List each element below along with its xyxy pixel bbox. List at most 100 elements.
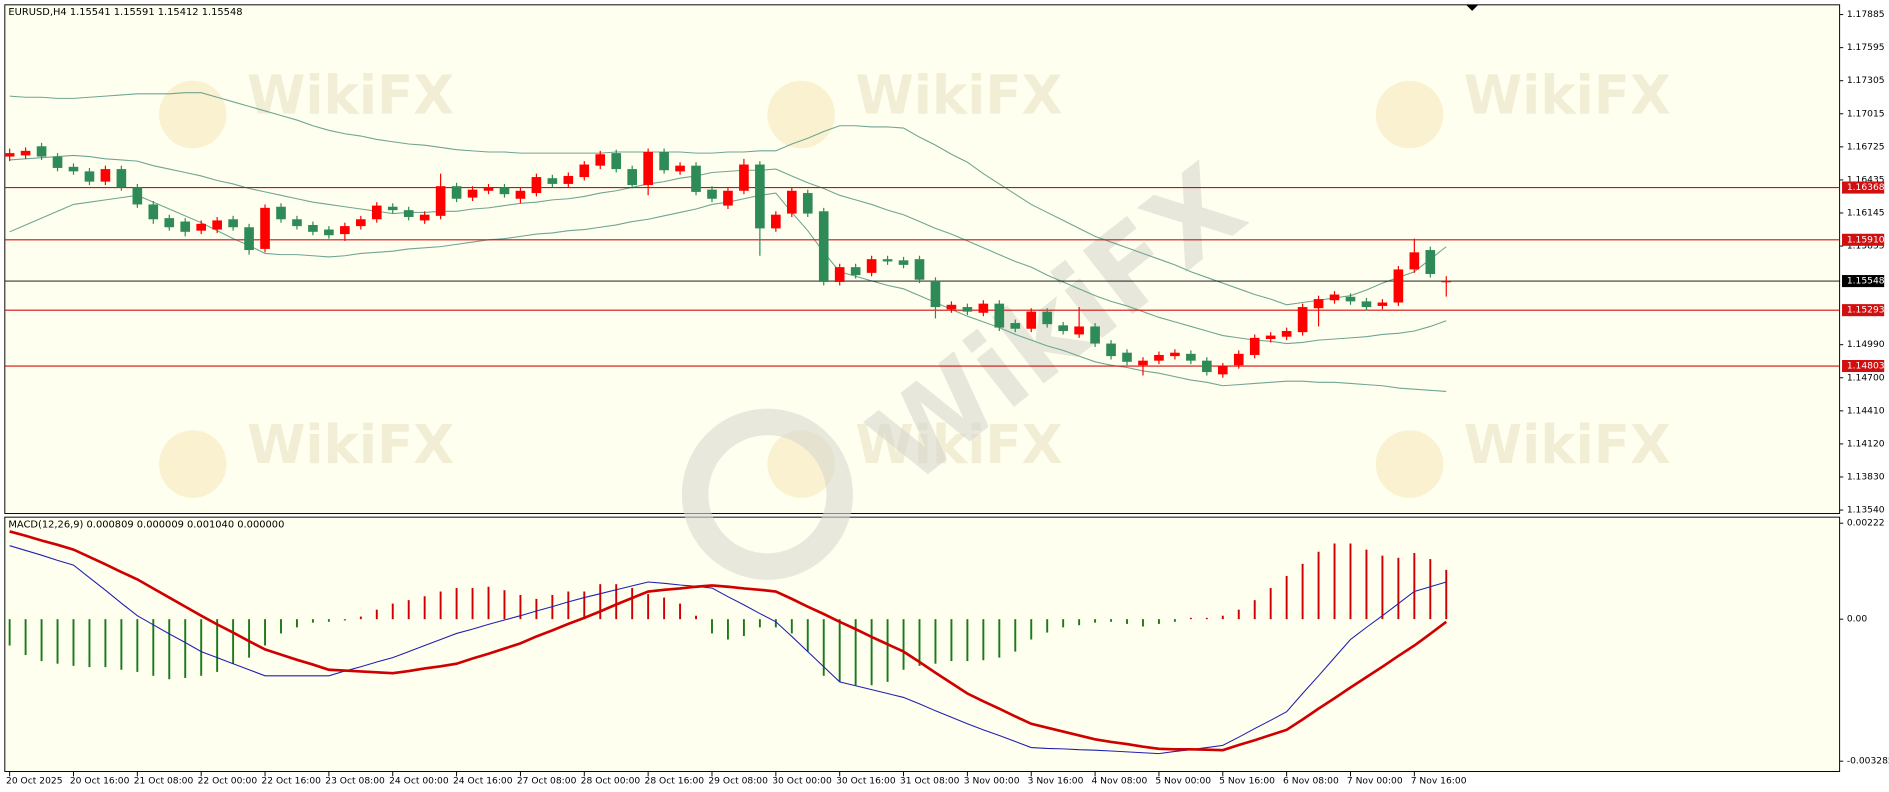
candle-body <box>36 146 47 157</box>
candle-body <box>371 205 382 220</box>
candle-body <box>1329 294 1340 301</box>
level-label-box <box>1842 181 1885 194</box>
candle-body <box>100 169 111 182</box>
candle-body <box>818 211 829 282</box>
candle-body <box>1249 337 1260 355</box>
candle-body <box>1217 366 1228 375</box>
watermark: WikiFX <box>247 414 454 476</box>
candle-body <box>723 190 733 206</box>
candle-body <box>1026 311 1037 329</box>
candle-body <box>260 207 270 249</box>
candle-body <box>898 260 909 265</box>
level-label: 1.16368 <box>1847 183 1885 193</box>
y-tick-label: -0.003285 <box>1847 757 1889 767</box>
candle-body <box>1393 269 1404 303</box>
y-tick-label: 1.17015 <box>1847 109 1885 119</box>
candle-body <box>1409 252 1420 270</box>
candle-body <box>1233 353 1244 366</box>
x-tick-label: 30 Oct 16:00 <box>836 777 896 787</box>
x-tick-label: 3 Nov 16:00 <box>1028 777 1084 787</box>
candle-body <box>1281 331 1292 337</box>
y-tick-label: 1.17305 <box>1847 76 1885 86</box>
y-tick-label: 1.13540 <box>1847 506 1885 516</box>
macd-line <box>9 545 1447 755</box>
x-tick-label: 5 Nov 16:00 <box>1219 777 1275 787</box>
candle-body <box>340 226 350 235</box>
x-tick-label: 24 Oct 00:00 <box>389 777 449 787</box>
y-tick-label: 1.14410 <box>1847 406 1885 416</box>
band-line <box>9 92 1447 306</box>
candle-body <box>1074 326 1084 335</box>
candle-body <box>834 267 845 282</box>
candle-body <box>946 304 957 310</box>
x-tick-label: 3 Nov 00:00 <box>964 777 1020 787</box>
y-tick-label: 1.14700 <box>1847 373 1885 383</box>
candle-body <box>1377 302 1388 306</box>
current-price-label: 1.15548 <box>1847 277 1885 287</box>
current-price-box <box>1842 275 1885 288</box>
y-tick-label: 0.00 <box>1847 615 1868 625</box>
candle-body <box>52 156 63 168</box>
watermark-icon <box>1375 430 1444 498</box>
y-tick-label: 1.14120 <box>1847 439 1885 449</box>
candle-body <box>802 193 813 214</box>
candle-body <box>978 303 989 313</box>
level-label-box <box>1842 359 1885 373</box>
candle-body <box>148 204 159 220</box>
candle-body <box>1042 311 1053 325</box>
candle-body <box>1361 301 1372 308</box>
candle-body <box>308 224 318 232</box>
candle-body <box>499 187 510 195</box>
watermark: WikiFX <box>247 64 454 126</box>
candle-body <box>164 218 175 228</box>
candle-body <box>228 219 238 228</box>
candle-body <box>786 190 797 214</box>
candle-body <box>531 177 542 194</box>
candle-body <box>1265 335 1276 340</box>
candle-body <box>244 227 254 251</box>
watermark-icon <box>1375 80 1444 149</box>
watermark-logo <box>681 408 853 580</box>
candle-body <box>435 186 446 216</box>
candle-body <box>691 165 701 192</box>
candle-body <box>866 259 877 273</box>
candle-body <box>627 169 637 186</box>
candle-body <box>451 186 462 199</box>
x-tick-label: 28 Oct 16:00 <box>645 777 705 787</box>
candle-body <box>771 214 781 229</box>
candle-body <box>132 187 143 205</box>
x-tick-label: 20 Oct 2025 <box>6 777 63 787</box>
price-panel <box>4 4 1841 515</box>
candle-body <box>4 153 15 157</box>
candle-body <box>739 164 749 191</box>
candle-body <box>675 165 685 172</box>
band-line <box>9 154 1447 345</box>
shift-marker <box>1466 4 1479 11</box>
watermark-icon <box>159 430 227 498</box>
candle-body <box>1186 353 1196 361</box>
candle-body <box>755 164 765 229</box>
x-tick-label: 6 Nov 08:00 <box>1283 777 1339 787</box>
x-tick-label: 21 Oct 08:00 <box>134 777 194 787</box>
x-tick-label: 23 Oct 08:00 <box>325 777 385 787</box>
candle-body <box>707 189 717 199</box>
y-tick-label: 1.15855 <box>1847 242 1885 252</box>
x-tick-label: 5 Nov 00:00 <box>1155 777 1211 787</box>
level-label: 1.15910 <box>1847 235 1885 245</box>
candle-body <box>196 223 207 231</box>
level-label: 1.14803 <box>1847 362 1885 372</box>
candle-body <box>116 169 127 188</box>
candle-body <box>882 259 893 262</box>
level-label: 1.15293 <box>1847 306 1885 316</box>
watermark: WikiFX <box>1464 414 1671 476</box>
candle-body <box>1154 354 1164 361</box>
candle-body <box>1345 296 1356 302</box>
candle-body <box>850 267 861 276</box>
watermark: WikiFX <box>855 414 1062 476</box>
x-tick-label: 7 Nov 00:00 <box>1347 777 1403 787</box>
candle-body <box>515 190 526 199</box>
x-tick-label: 29 Oct 08:00 <box>708 777 768 787</box>
candle-body <box>403 210 414 217</box>
y-tick-label: 1.17885 <box>1847 10 1885 20</box>
